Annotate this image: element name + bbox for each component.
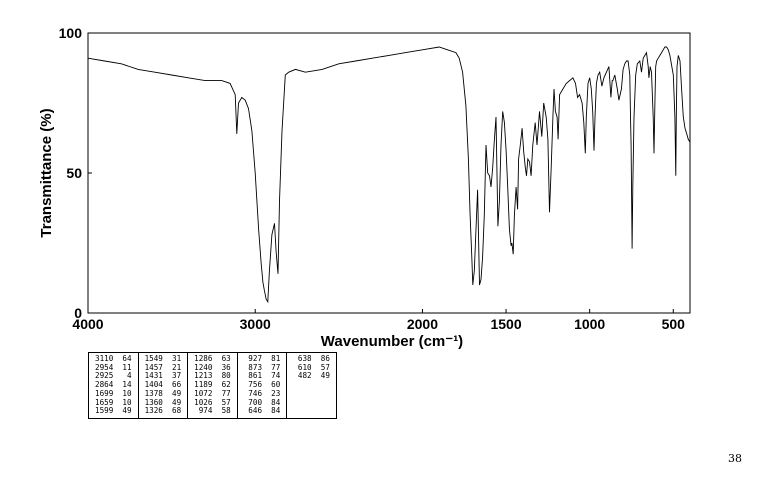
peak-entry: 2954 11 [95, 362, 132, 372]
page-number: 38 [728, 452, 742, 465]
peak-entry: 974 58 [194, 406, 231, 416]
transmittance-line [87, 46, 691, 304]
peak-entry: 1378 49 [144, 388, 182, 398]
peak-table-row: 3110 64 2954 11 2925 4 2864 14 1699 10 1… [88, 352, 337, 419]
x-tick-label: 2000 [407, 316, 438, 332]
x-tick-label: 1500 [490, 316, 521, 332]
peak-entry: 1240 36 [194, 362, 231, 372]
peak-entry: 1599 49 [95, 406, 132, 416]
peak-entry: 2925 4 [95, 371, 132, 381]
peak-column: 1286 63 1240 36 1213 80 1189 62 1072 77 … [187, 352, 238, 419]
peak-entry: 638 86 [293, 354, 330, 363]
peak-entry: 1360 49 [144, 397, 182, 407]
x-tick-label: 1000 [574, 316, 605, 332]
y-tick-label: 0 [74, 305, 82, 321]
peak-entry: 1457 21 [144, 362, 182, 372]
peak-entry: 756 60 [243, 380, 281, 390]
peak-column: 1549 31 1457 21 1431 37 1404 66 1378 49 … [138, 352, 189, 419]
x-tick-label: 4000 [72, 316, 103, 332]
peak-entry: 746 23 [243, 388, 281, 398]
peak-entry: 1431 37 [144, 371, 182, 381]
peak-entry: 1072 77 [194, 388, 231, 398]
y-tick-label: 50 [66, 165, 82, 181]
peak-entry: 873 77 [243, 362, 281, 372]
peak-entry: 3110 64 [95, 354, 132, 363]
peak-column: 638 86 610 57 482 49 [287, 353, 337, 419]
y-axis-ticks: 0 50 100 [59, 25, 92, 321]
peak-entry: 1326 68 [144, 406, 182, 416]
x-tick-label: 500 [662, 316, 686, 332]
y-tick-label: 100 [59, 25, 83, 41]
peak-entry: 646 84 [243, 406, 281, 416]
peak-column: 3110 64 2954 11 2925 4 2864 14 1699 10 1… [88, 352, 139, 419]
peak-entry: 700 84 [243, 397, 281, 407]
peak-entry: 927 81 [243, 354, 281, 363]
peak-column: 927 81 873 77 861 74 756 60 746 23 700 8… [237, 352, 288, 419]
x-axis-title: Wavenumber (cm⁻¹) [321, 333, 463, 350]
peak-entry: 1286 63 [194, 354, 231, 363]
peak-table: 3110 64 2954 11 2925 4 2864 14 1699 10 1… [88, 352, 337, 419]
ir-spectrum-chart: 0 50 100 4000 3000 2000 1500 1000 500 Transmitt… [38, 25, 691, 350]
peak-entry: 482 49 [293, 371, 330, 381]
y-axis-title: Transmittance (%) [38, 108, 55, 237]
x-axis-ticks: 4000 3000 2000 1500 1000 500 [72, 309, 685, 332]
peak-entry: 1213 80 [194, 371, 231, 381]
peak-entry: 861 74 [243, 371, 281, 381]
x-tick-label: 3000 [240, 316, 271, 332]
peak-entry: 610 57 [293, 362, 330, 372]
peak-entry: 1189 62 [194, 380, 231, 390]
peak-entry: 1549 31 [144, 354, 182, 363]
peak-entry: 1699 10 [95, 388, 132, 398]
peak-entry: 1659 10 [95, 397, 132, 407]
peak-entry: 1404 66 [144, 380, 182, 390]
peak-entry: 1026 57 [194, 397, 231, 407]
peak-entry: 2864 14 [95, 380, 132, 390]
